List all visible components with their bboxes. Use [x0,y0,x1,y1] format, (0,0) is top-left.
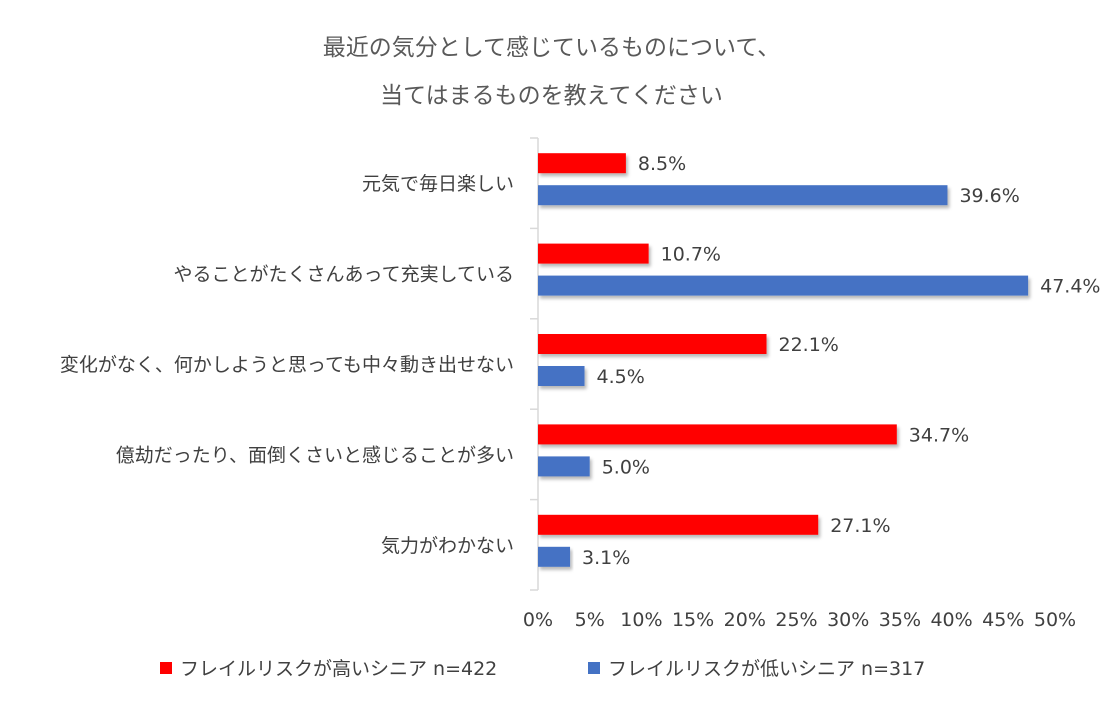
legend-label-high-risk: フレイルリスクが高いシニア n=422 [180,658,498,680]
x-tick-label: 15% [672,609,714,631]
data-label-high-risk: 10.7% [661,244,721,266]
x-tick-label: 40% [930,609,972,631]
chart-title: 最近の気分として感じているものについて、 [322,35,781,61]
x-tick-label: 35% [879,609,921,631]
x-tick-label: 25% [775,609,817,631]
x-tick-label: 5% [575,609,605,631]
legend-item-high-risk: フレイルリスクが高いシニア n=422 [160,654,497,681]
bar-low-risk [538,456,590,477]
legend-item-low-risk: フレイルリスクが低いシニア n=317 [588,654,925,681]
category-label: 気力がわかない [381,535,514,557]
chart-subtitle: 当てはまるものを教えてください [380,83,723,109]
category-label: やることがたくさんあって充実している [174,264,514,286]
legend-swatch-high-risk [160,661,172,674]
data-label-low-risk: 39.6% [959,185,1019,207]
bar-high-risk [538,243,649,264]
data-label-high-risk: 27.1% [830,515,890,537]
x-tick-label: 50% [1034,609,1076,631]
category-label: 億劫だったり、面倒くさいと感じることが多い [116,444,514,466]
legend-label-low-risk: フレイルリスクが低いシニア n=317 [608,658,926,680]
bar-low-risk [538,546,571,567]
data-label-low-risk: 5.0% [602,456,650,478]
bar-high-risk [538,334,767,354]
bar-high-risk [538,153,626,174]
bar-low-risk [538,366,585,386]
category-label: 変化がなく、何かしようと思っても中々動き出せない [60,354,514,376]
data-label-high-risk: 22.1% [779,334,839,356]
bar-high-risk [538,424,897,445]
x-tick-label: 0% [523,609,553,631]
x-tick-label: 30% [827,609,869,631]
data-label-high-risk: 34.7% [909,424,969,446]
data-label-low-risk: 3.1% [582,547,630,569]
x-tick-label: 10% [620,609,662,631]
bar-low-risk [538,275,1029,296]
category-label: 元気で毎日楽しい [362,173,514,195]
bar-low-risk [538,185,948,206]
legend-swatch-low-risk [588,661,600,674]
x-tick-label: 20% [724,609,766,631]
data-label-high-risk: 8.5% [638,153,686,175]
x-tick-label: 45% [982,609,1024,631]
data-label-low-risk: 47.4% [1040,276,1100,298]
data-label-low-risk: 4.5% [597,366,645,388]
bar-high-risk [538,514,819,535]
